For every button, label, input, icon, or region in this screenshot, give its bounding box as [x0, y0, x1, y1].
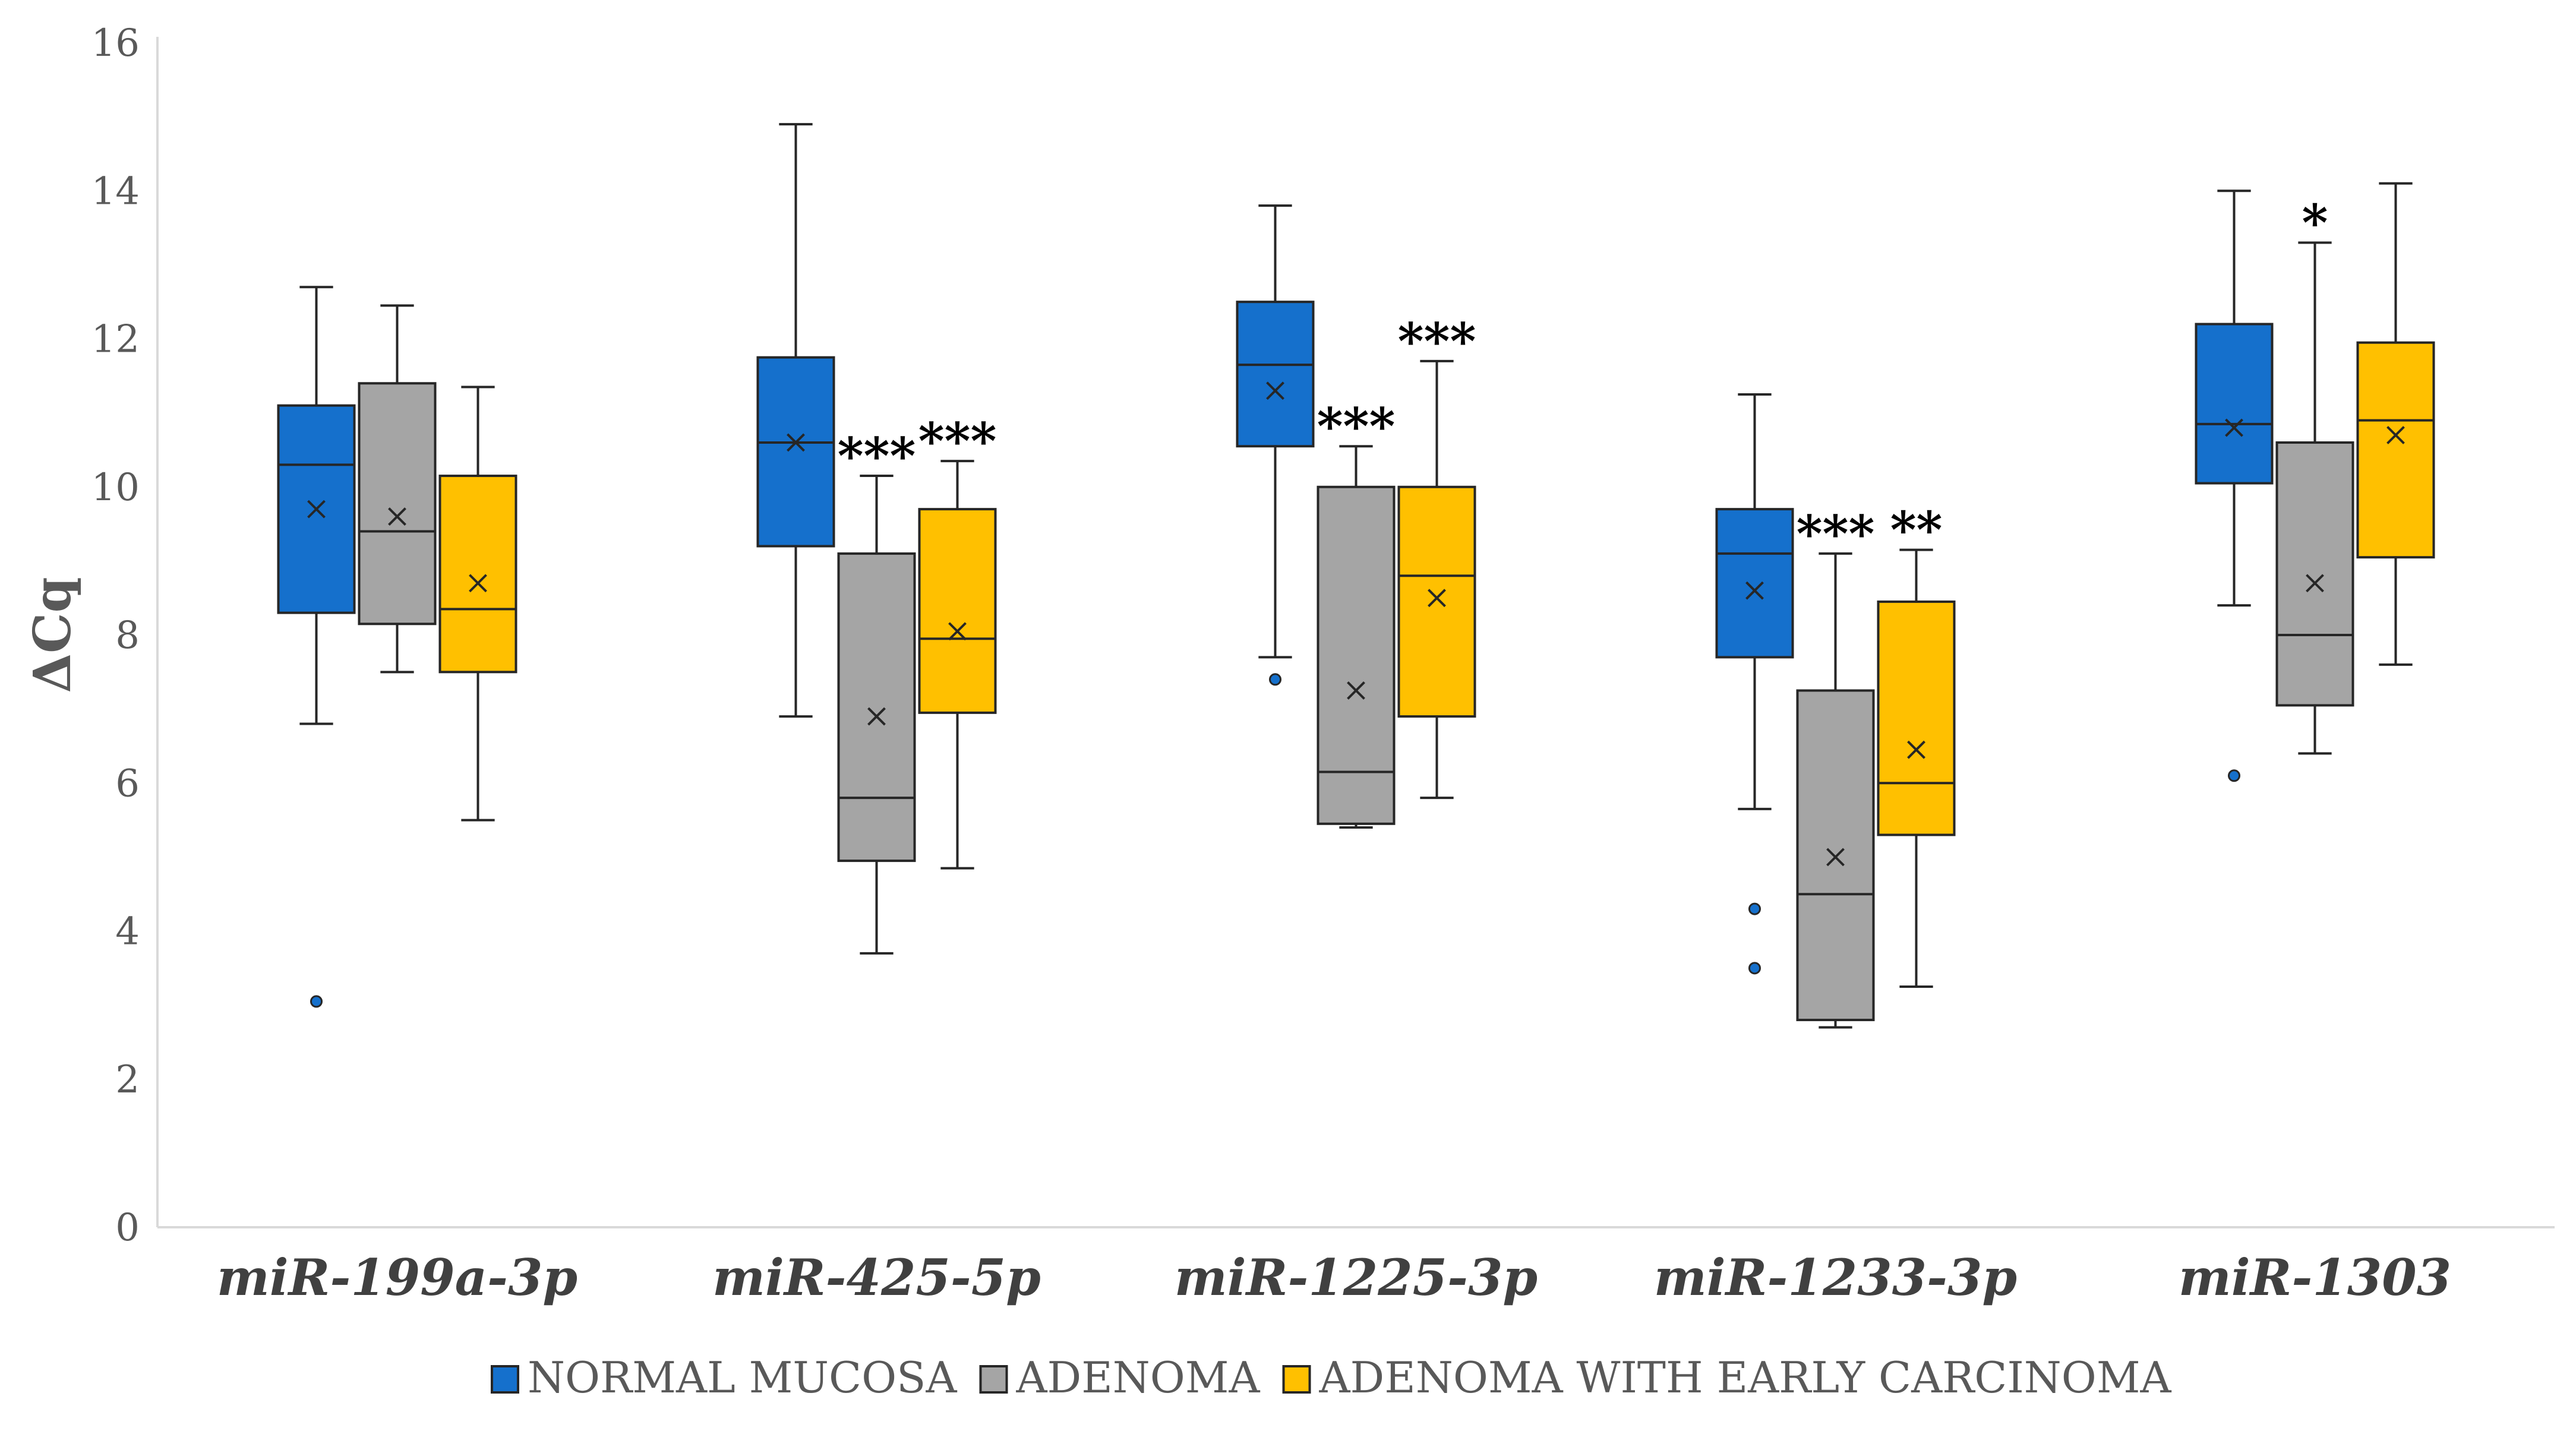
- box-0-1: [756, 123, 835, 718]
- box-iqr: [1796, 689, 1875, 1022]
- significance-label: ***: [918, 412, 997, 470]
- significance-label: ***: [1797, 504, 1875, 563]
- y-tick-label: 8: [115, 614, 140, 658]
- box-iqr: [837, 552, 916, 863]
- y-tick-label: 2: [115, 1058, 140, 1102]
- box-2-2: [1397, 359, 1476, 800]
- box-iqr: [918, 508, 997, 714]
- y-tick-label: 6: [115, 762, 140, 805]
- mean-marker: [787, 433, 805, 452]
- outlier-point: [1748, 962, 1761, 975]
- y-tick-label: 14: [91, 169, 140, 213]
- y-tick-label: 0: [115, 1206, 140, 1250]
- box-iqr: [1317, 485, 1396, 825]
- box-1-3: [1796, 552, 1875, 1029]
- box-iqr: [756, 356, 835, 548]
- legend-label: NORMAL MUCOSA: [528, 1353, 958, 1402]
- box-1-1: [837, 475, 916, 955]
- legend-item-0[interactable]: NORMAL MUCOSA: [491, 1353, 958, 1402]
- significance-label: **: [1890, 501, 1943, 560]
- mean-marker: [1907, 740, 1925, 759]
- y-tick-label: 16: [91, 21, 140, 65]
- legend-label: ADENOMA WITH EARLY CARCINOMA: [1319, 1353, 2172, 1402]
- y-axis-title: ΔCq: [23, 577, 83, 693]
- box-iqr: [1877, 600, 1956, 836]
- box-2-3: [1877, 548, 1956, 988]
- mean-marker: [1826, 848, 1845, 867]
- x-category-label: miR-1303: [2179, 1248, 2451, 1307]
- legend-item-2[interactable]: ADENOMA WITH EARLY CARCINOMA: [1282, 1353, 2172, 1402]
- axis-labels: ΔCq miR-199a-3p miR-425-5p miR-1225-3p miR-1…: [23, 193, 2451, 1307]
- legend[interactable]: NORMAL MUCOSA ADENOMA ADENOMA WITH EARLY C…: [491, 1353, 2172, 1402]
- mean-marker: [867, 707, 886, 726]
- box-iqr: [358, 382, 437, 626]
- outlier-point: [2228, 769, 2240, 782]
- box-iqr: [1397, 485, 1476, 718]
- significance-label: ***: [838, 427, 916, 485]
- box-0-0: [277, 286, 356, 1008]
- plot-area: [277, 123, 2435, 1029]
- mean-marker: [388, 507, 406, 526]
- x-category-label: miR-1225-3p: [1175, 1248, 1538, 1307]
- outlier-point: [310, 995, 323, 1008]
- box-iqr: [2275, 441, 2354, 707]
- box-0-3: [1715, 393, 1794, 975]
- legend-label: ADENOMA: [1016, 1353, 1261, 1402]
- mean-marker: [2306, 574, 2324, 593]
- box-2-1: [918, 460, 997, 870]
- mean-marker: [1347, 681, 1365, 700]
- mean-marker: [1745, 581, 1764, 600]
- legend-swatch: [1282, 1365, 1311, 1394]
- legend-swatch: [491, 1365, 519, 1394]
- legend-item-1[interactable]: ADENOMA: [979, 1353, 1261, 1402]
- y-tick-label: 4: [115, 910, 140, 954]
- x-category-label: miR-425-5p: [712, 1248, 1041, 1307]
- box-iqr: [2356, 341, 2435, 559]
- x-category-label: miR-199a-3p: [217, 1248, 577, 1307]
- y-tick-label: 10: [91, 466, 140, 510]
- box-2-4: [2356, 182, 2435, 666]
- mean-marker: [2225, 418, 2243, 437]
- mean-marker: [948, 622, 967, 641]
- x-category-label: miR-1233-3p: [1654, 1248, 2017, 1307]
- axes: 0 2 4 6 8 10 12 14 16: [91, 21, 2555, 1250]
- y-tick-label: 12: [91, 318, 140, 362]
- significance-label: *: [2302, 193, 2328, 252]
- outlier-point: [1748, 902, 1761, 915]
- box-iqr: [1236, 301, 1315, 448]
- box-1-4: [2275, 241, 2354, 755]
- outlier-point: [1269, 673, 1281, 686]
- mean-marker: [1266, 381, 1284, 400]
- box-0-2: [1236, 204, 1315, 686]
- mean-marker: [1428, 589, 1446, 608]
- box-1-2: [1317, 445, 1396, 829]
- legend-swatch: [979, 1365, 1008, 1394]
- box-0-4: [2195, 189, 2274, 782]
- mean-marker: [469, 574, 487, 593]
- box-2-0: [438, 386, 517, 822]
- significance-label: ***: [1317, 397, 1396, 456]
- box-iqr: [1715, 508, 1794, 659]
- mean-marker: [2386, 426, 2405, 444]
- box-iqr: [438, 475, 517, 674]
- box-1-0: [358, 304, 437, 674]
- box-iqr: [2195, 323, 2274, 485]
- significance-label: ***: [1398, 312, 1476, 371]
- mean-marker: [307, 500, 326, 519]
